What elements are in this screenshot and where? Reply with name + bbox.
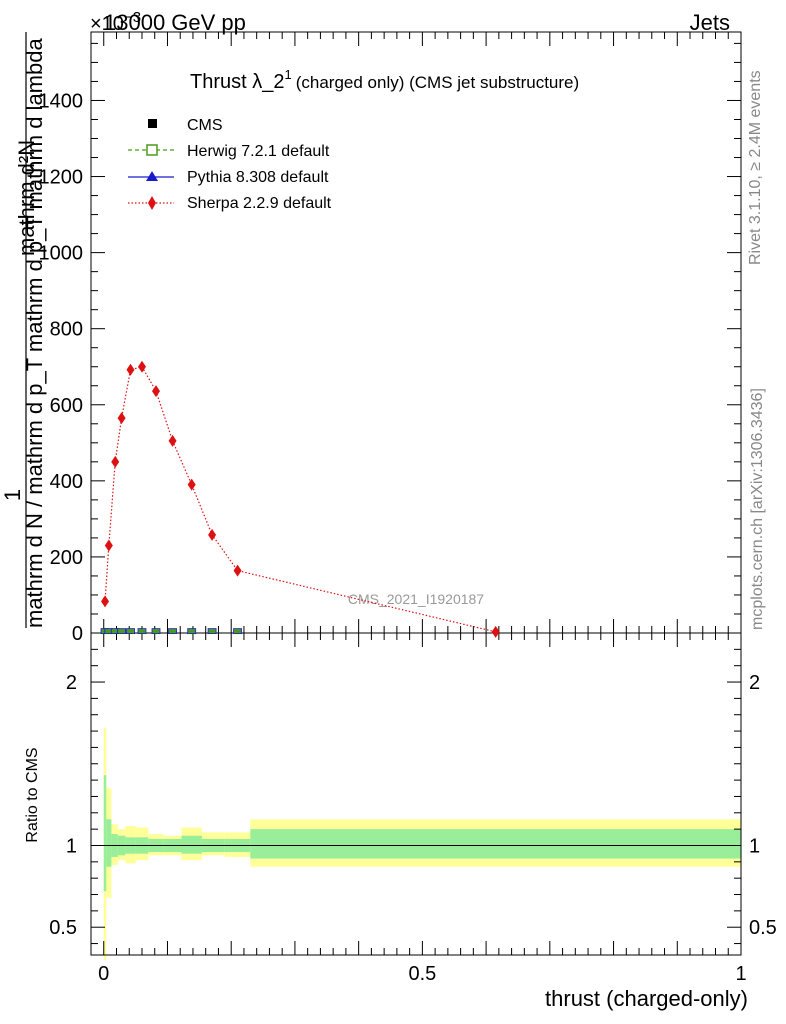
y-exponent-label: ×10−3 bbox=[90, 9, 141, 35]
sherpa-series-line bbox=[104, 366, 496, 633]
main-y-tick-label: 600 bbox=[50, 395, 83, 417]
legend-item-sherpa: Sherpa 2.2.9 default bbox=[128, 195, 332, 212]
sherpa-point bbox=[137, 360, 146, 373]
legend-cms-marker bbox=[148, 119, 157, 128]
ratio-inner-band-1 bbox=[106, 819, 112, 867]
plot-title: Thrust λ_21 (charged only) (CMS jet subst… bbox=[190, 67, 579, 93]
legend-pythia-label: Pythia 8.308 default bbox=[187, 169, 329, 186]
cms-point bbox=[233, 628, 242, 635]
legend-item-herwig: Herwig 7.2.1 default bbox=[128, 143, 330, 160]
x-tick-label: 1 bbox=[735, 963, 746, 985]
x-tick-label: 0 bbox=[98, 963, 109, 985]
main-y-tick-label: 1000 bbox=[39, 243, 84, 265]
ratio-y-axis-label: Ratio to CMS bbox=[24, 747, 41, 842]
sherpa-point bbox=[152, 385, 160, 398]
x-tick-label: 0.5 bbox=[408, 963, 436, 985]
ratio-y-tick-label-left: 0.5 bbox=[49, 917, 77, 939]
ratio-inner-band-11 bbox=[250, 829, 741, 859]
rivet-version-label: Rivet 3.1.10, ≥ 2.4M events bbox=[747, 70, 764, 265]
main-y-tick-label: 1400 bbox=[39, 90, 84, 112]
ratio-y-tick-label-left: 2 bbox=[66, 672, 77, 694]
cms-point bbox=[207, 628, 217, 635]
cms-point bbox=[117, 628, 126, 635]
sherpa-point bbox=[168, 434, 177, 447]
legend-item-pythia: Pythia 8.308 default bbox=[128, 169, 329, 186]
ratio-plot-frame bbox=[90, 632, 742, 956]
sherpa-point bbox=[491, 625, 500, 638]
main-y-tick-label: 1200 bbox=[39, 167, 84, 189]
cms-point bbox=[151, 628, 161, 635]
mcplots-label: mcplots.cern.ch [arXiv:1306.3436] bbox=[749, 388, 766, 630]
sherpa-point bbox=[187, 478, 196, 491]
main-plot-series bbox=[100, 360, 500, 638]
legend-pythia-marker bbox=[146, 171, 158, 181]
main-y-tick-label: 200 bbox=[50, 547, 83, 569]
main-y-tick-label: 400 bbox=[50, 471, 83, 493]
ratio-y-tick-label-right: 2 bbox=[749, 672, 760, 694]
cms-point bbox=[168, 628, 177, 635]
main-y-tick-label: 0 bbox=[72, 623, 83, 645]
analysis-watermark: CMS_2021_I1920187 bbox=[348, 591, 484, 607]
x-axis-label: thrust (charged-only) bbox=[545, 986, 748, 1011]
legend-herwig-marker bbox=[146, 144, 158, 156]
header-left-label: 13000 GeV pp bbox=[104, 10, 246, 35]
legend-item-cms: CMS bbox=[148, 117, 223, 134]
sherpa-point bbox=[126, 363, 135, 376]
legend: CMS Herwig 7.2.1 default Pythia 8.308 de… bbox=[128, 117, 332, 212]
main-y-tick-label: 800 bbox=[50, 319, 83, 341]
main-plot-axes: 0 200 400 600 800 1000 1200 1400 bbox=[39, 31, 742, 645]
header-right-label: Jets bbox=[690, 10, 730, 35]
sherpa-point bbox=[101, 595, 110, 608]
main-y-axis-label: 1 mathrm d N / mathrm d p_T mathrm d p_T… bbox=[0, 32, 47, 628]
sherpa-point bbox=[111, 455, 120, 468]
legend-cms-label: CMS bbox=[187, 117, 223, 134]
sherpa-point bbox=[104, 539, 113, 552]
legend-herwig-label: Herwig 7.2.1 default bbox=[187, 143, 330, 160]
sherpa-point bbox=[233, 564, 242, 577]
ratio-y-tick-label-left: 1 bbox=[66, 835, 77, 857]
cms-point bbox=[126, 628, 135, 635]
legend-sherpa-marker bbox=[148, 196, 156, 210]
cms-point bbox=[187, 628, 197, 635]
ratio-y-tick-label-right: 0.5 bbox=[749, 917, 777, 939]
ratio-inner-band-0 bbox=[103, 775, 107, 892]
sherpa-point bbox=[208, 528, 217, 541]
y-label-numerator: 1 bbox=[0, 489, 25, 501]
sherpa-point bbox=[117, 412, 126, 425]
ratio-plot-axes: 0 0.5 1 0.5 0.5 1 1 2 2 bbox=[49, 632, 777, 985]
legend-sherpa-label: Sherpa 2.2.9 default bbox=[187, 195, 332, 212]
cms-point bbox=[137, 628, 147, 635]
ratio-inner-band-8 bbox=[181, 835, 202, 854]
ratio-uncertainty-bands bbox=[91, 727, 741, 960]
ratio-y-tick-label-right: 1 bbox=[749, 835, 760, 857]
